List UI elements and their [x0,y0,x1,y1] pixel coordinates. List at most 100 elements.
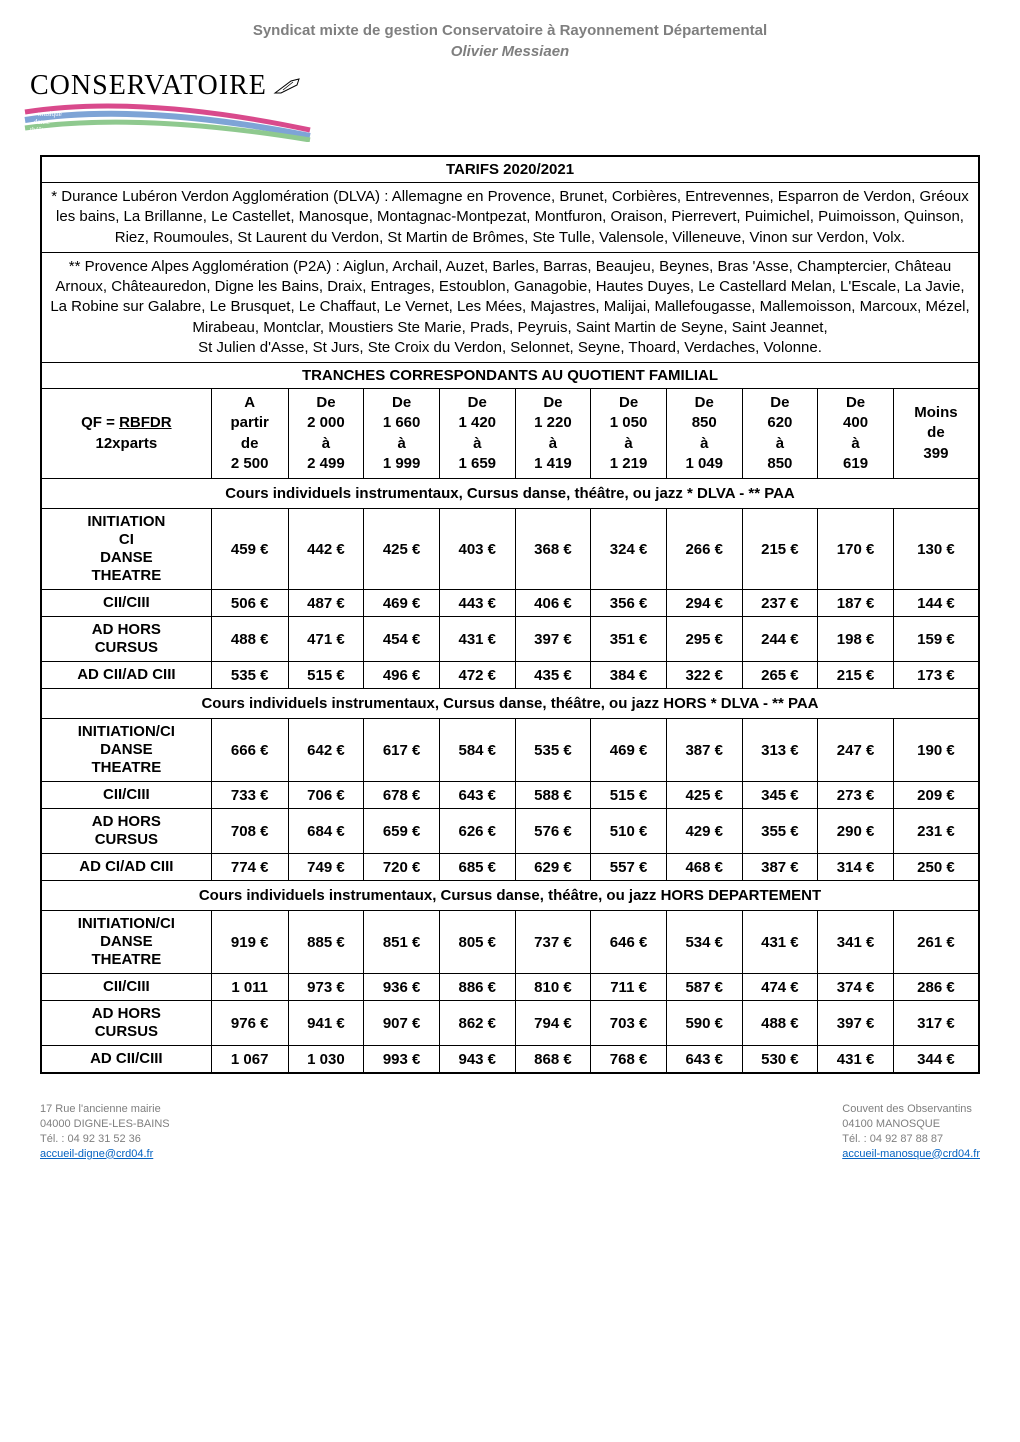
cell: 286 € [893,974,979,1001]
cell: 250 € [893,854,979,881]
cell: 159 € [893,617,979,662]
cell: 749 € [288,854,364,881]
cell: 468 € [666,854,742,881]
cell: 355 € [742,809,818,854]
row-label: AD CI/AD CIII [41,854,211,881]
tranches-title: TRANCHES CORRESPONDANTS AU QUOTIENT FAMI… [41,363,979,389]
section-0-row-2: AD HORS CURSUS 488 € 471 € 454 € 431 € 3… [41,617,979,662]
cell: 431 € [818,1046,894,1074]
row-label: CII/CIII [41,974,211,1001]
cell: 443 € [439,590,515,617]
cell: 247 € [818,719,894,782]
cell: 144 € [893,590,979,617]
row-label: CII/CIII [41,782,211,809]
cell: 290 € [818,809,894,854]
row-label: AD HORS CURSUS [41,617,211,662]
cell: 646 € [591,911,667,974]
cell: 720 € [364,854,440,881]
cell: 387 € [666,719,742,782]
cell: 215 € [818,662,894,689]
cell: 768 € [591,1046,667,1074]
cell: 244 € [742,617,818,662]
cell: 313 € [742,719,818,782]
cell: 469 € [591,719,667,782]
cell: 351 € [591,617,667,662]
page: Syndicat mixte de gestion Conservatoire … [0,0,1020,1084]
col-header-3: De 1 420 à 1 659 [439,389,515,479]
cell: 868 € [515,1046,591,1074]
cell: 774 € [211,854,288,881]
qf-line2: 12xparts [47,434,206,454]
cell: 488 € [742,1001,818,1046]
cell: 659 € [364,809,440,854]
cell: 170 € [818,509,894,590]
cell: 431 € [439,617,515,662]
footer-left-email-link[interactable]: accueil-digne@crd04.fr [40,1148,153,1160]
cell: 1 067 [211,1046,288,1074]
cell: 936 € [364,974,440,1001]
cell: 471 € [288,617,364,662]
cell: 431 € [742,911,818,974]
cell: 496 € [364,662,440,689]
cell: 356 € [591,590,667,617]
cell: 805 € [439,911,515,974]
cell: 643 € [666,1046,742,1074]
col-header-4: De 1 220 à 1 419 [515,389,591,479]
row-label: CII/CIII [41,590,211,617]
footer-left-l1: 17 Rue l'ancienne mairie [40,1102,170,1117]
cell: 237 € [742,590,818,617]
svg-text:danse: danse [34,118,50,126]
cell: 590 € [666,1001,742,1046]
cell: 737 € [515,911,591,974]
col-header-8: De 400 à 619 [818,389,894,479]
cell: 666 € [211,719,288,782]
cell: 429 € [666,809,742,854]
tranches-title-row: TRANCHES CORRESPONDANTS AU QUOTIENT FAMI… [41,363,979,389]
cell: 469 € [364,590,440,617]
cell: 711 € [591,974,667,1001]
cell: 266 € [666,509,742,590]
cell: 454 € [364,617,440,662]
cell: 173 € [893,662,979,689]
cell: 294 € [666,590,742,617]
cell: 406 € [515,590,591,617]
col-header-6: De 850 à 1 049 [666,389,742,479]
cell: 459 € [211,509,288,590]
cell: 810 € [515,974,591,1001]
cell: 851 € [364,911,440,974]
qf-rb: RBFDR [119,414,172,431]
cell: 345 € [742,782,818,809]
header-title: Syndicat mixte de gestion Conservatoire … [40,20,980,62]
cell: 435 € [515,662,591,689]
cell: 295 € [666,617,742,662]
section-2-title-row: Cours individuels instrumentaux, Cursus … [41,881,979,911]
footer-right-email-link[interactable]: accueil-manosque@crd04.fr [842,1148,980,1160]
col-header-9: Moins de 399 [893,389,979,479]
cell: 130 € [893,509,979,590]
col-header-qf: QF = RBFDR 12xparts [41,389,211,479]
cell: 943 € [439,1046,515,1074]
cell: 678 € [364,782,440,809]
header-line1: Syndicat mixte de gestion Conservatoire … [40,20,980,41]
cell: 387 € [742,854,818,881]
cell: 515 € [591,782,667,809]
footer-right-l2: 04100 MANOSQUE [842,1117,980,1132]
cell: 425 € [364,509,440,590]
cell: 344 € [893,1046,979,1074]
section-1-title: Cours individuels instrumentaux, Cursus … [41,689,979,719]
section-0-row-3: AD CII/AD CIII 535 € 515 € 496 € 472 € 4… [41,662,979,689]
section-2-row-1: CII/CIII 1 011 973 € 936 € 886 € 810 € 7… [41,974,979,1001]
section-0-title: Cours individuels instrumentaux, Cursus … [41,479,979,509]
footer-left-l2: 04000 DIGNE-LES-BAINS [40,1117,170,1132]
cell: 629 € [515,854,591,881]
cell: 576 € [515,809,591,854]
row-label: INITIATION CI DANSE THEATRE [41,509,211,590]
header-line2: Olivier Messiaen [40,41,980,62]
cell: 794 € [515,1001,591,1046]
cell: 397 € [515,617,591,662]
cell: 862 € [439,1001,515,1046]
cell: 403 € [439,509,515,590]
cell: 397 € [818,1001,894,1046]
cell: 374 € [818,974,894,1001]
section-2-row-3: AD CII/CIII 1 067 1 030 993 € 943 € 868 … [41,1046,979,1074]
